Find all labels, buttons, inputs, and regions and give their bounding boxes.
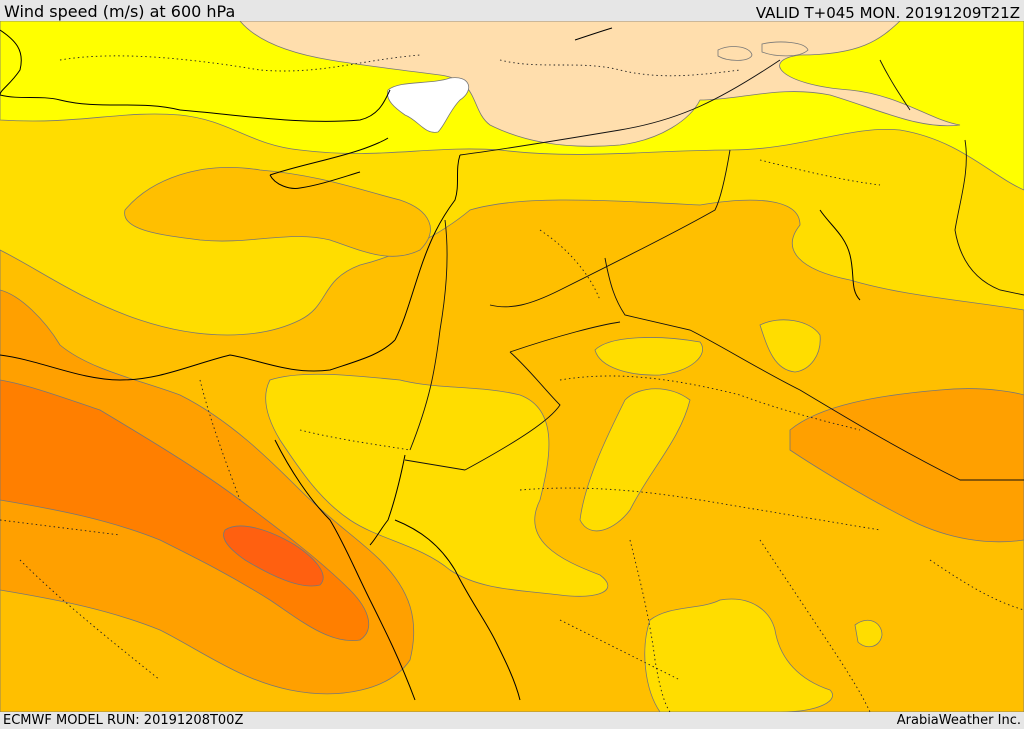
shade-light-patch — [717, 46, 753, 61]
dotted-admin-boundaries — [0, 54, 1024, 712]
model-run-label: ECMWF MODEL RUN: 20191208T00Z — [3, 713, 244, 728]
shade-calm-patch — [387, 77, 470, 133]
shade-elevated-west — [124, 167, 431, 257]
country-borders — [404, 59, 1024, 481]
shade-moderate-sinai — [265, 373, 609, 597]
shade-light-patch-2 — [761, 41, 809, 57]
credit-label: ArabiaWeather Inc. — [896, 713, 1021, 728]
shade-moderate-ring — [854, 619, 883, 648]
valid-time-label: VALID T+045 MON. 20191209T21Z — [755, 4, 1020, 22]
shade-moderate-inner-2 — [759, 319, 821, 373]
map-canvas — [0, 21, 1024, 712]
footer-bar: ECMWF MODEL RUN: 20191208T00Z ArabiaWeat… — [0, 712, 1024, 729]
map-title: Wind speed (m/s) at 600 hPa — [4, 2, 236, 21]
shade-moderate-south — [644, 598, 833, 712]
shade-moderate-east — [579, 388, 691, 532]
wind-speed-map[interactable] — [0, 21, 1024, 712]
shade-moderate-inner-1 — [594, 337, 703, 376]
header-bar: Wind speed (m/s) at 600 hPa VALID T+045 … — [0, 0, 1024, 21]
coastlines — [0, 27, 861, 701]
shade-high-east — [789, 388, 1024, 543]
shade-max-core — [223, 525, 324, 587]
